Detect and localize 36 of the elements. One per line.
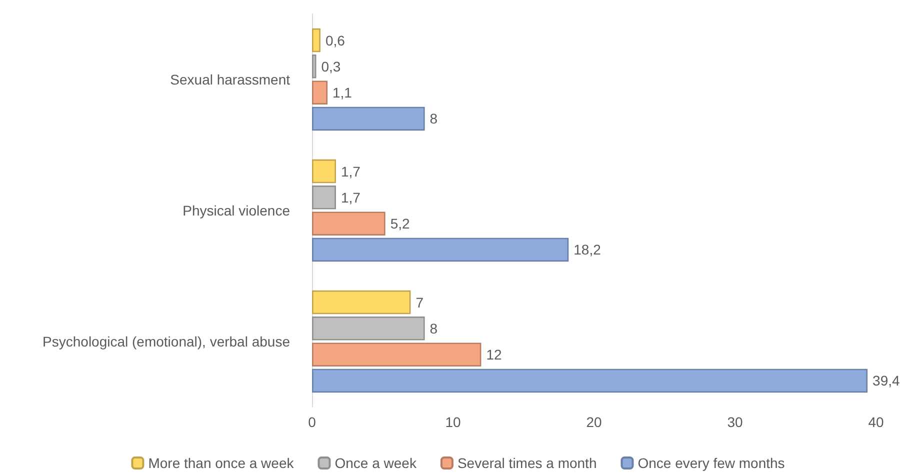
- bar: [312, 159, 336, 184]
- legend-label: More than once a week: [148, 455, 295, 471]
- data-label: 0,6: [325, 32, 346, 48]
- data-label: 0,3: [321, 58, 341, 74]
- x-tick-label: 10: [445, 414, 461, 430]
- bar: [312, 368, 868, 393]
- legend-label: Once every few months: [638, 455, 785, 471]
- bar: [312, 28, 320, 52]
- data-label: 8: [430, 320, 438, 336]
- bar: [312, 54, 316, 78]
- data-label: 1,1: [332, 84, 352, 101]
- legend-label: Once a week: [334, 455, 418, 471]
- x-tick-label: 20: [586, 414, 602, 430]
- bar: [312, 342, 482, 366]
- x-tick-label: 0: [308, 414, 316, 430]
- bar: [312, 238, 569, 262]
- bar: [312, 290, 411, 314]
- bar: [312, 106, 425, 131]
- x-tick-label: 40: [868, 414, 884, 430]
- bar: [312, 212, 386, 236]
- bar: [312, 80, 328, 104]
- data-label: 7: [416, 294, 424, 310]
- data-label: 8: [430, 110, 438, 127]
- y-tick-label: Physical violence: [182, 202, 290, 218]
- data-label: 12: [486, 346, 502, 363]
- data-label: 1,7: [340, 163, 361, 180]
- bar: [312, 186, 336, 210]
- data-label: 18,2: [574, 242, 602, 258]
- y-tick-label: Psychological (emotional), verbal abuse: [42, 334, 290, 350]
- data-label: 5,2: [390, 216, 410, 232]
- data-label: 1,7: [340, 189, 361, 206]
- x-tick-label: 30: [727, 414, 743, 430]
- bar: [312, 316, 425, 340]
- data-label: 39,4: [872, 372, 900, 389]
- legend-label: Several times a month: [457, 455, 597, 471]
- y-tick-label: Sexual harassment: [170, 72, 290, 88]
